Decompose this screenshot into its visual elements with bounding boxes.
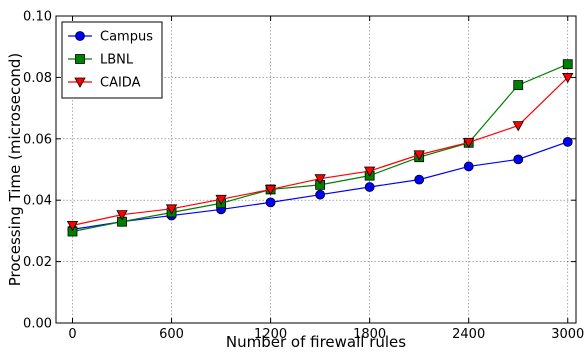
- x-tick-label: 1800: [353, 327, 386, 342]
- data-point: [314, 174, 326, 185]
- legend-label: LBNL: [100, 53, 134, 68]
- data-point: [116, 210, 128, 221]
- series-layer: [66, 59, 574, 237]
- x-tick-label: 3000: [551, 327, 584, 342]
- data-point: [562, 59, 573, 70]
- y-tick-label: 0.10: [23, 10, 52, 25]
- legend-entry-lbnl: LBNL: [68, 53, 134, 68]
- data-point: [66, 220, 79, 232]
- data-point: [165, 204, 178, 215]
- data-point: [562, 136, 573, 147]
- x-tick-label: 1200: [254, 327, 287, 342]
- legend-entry-caida: CAIDA: [68, 76, 141, 91]
- y-tick-label: 0.08: [23, 71, 52, 86]
- y-tick-label: 0.04: [23, 194, 52, 209]
- data-point: [315, 189, 326, 200]
- legend-entry-campus: Campus: [68, 30, 153, 45]
- data-point: [463, 161, 474, 172]
- data-point: [414, 174, 425, 185]
- data-point: [363, 166, 376, 177]
- plot-frame: [55, 15, 577, 324]
- data-point: [413, 150, 425, 161]
- data-point: [463, 138, 475, 149]
- data-point: [562, 73, 574, 84]
- x-axis-title: Number of firewall rules: [226, 333, 406, 351]
- ticks: 0 600 1200 1800 2400 3000 0.00 0.02 0.04 0.06 0.08…: [23, 10, 584, 343]
- legend: Campus LBNL CAIDA: [61, 21, 163, 99]
- x-tick-label: 600: [159, 327, 184, 342]
- data-point: [364, 182, 375, 192]
- y-tick-label: 0.06: [23, 132, 52, 147]
- data-point: [513, 154, 524, 165]
- y-axis-title: Processing Time (microsecond): [6, 53, 24, 287]
- data-point: [512, 121, 524, 132]
- legend-marker: [74, 77, 86, 88]
- legend-label: Campus: [100, 30, 153, 45]
- data-point: [264, 185, 277, 196]
- y-tick-label: 0.00: [23, 317, 52, 332]
- y-tick-label: 0.02: [23, 255, 52, 270]
- series-caida: [66, 73, 574, 232]
- x-tick-label: 0: [68, 327, 76, 342]
- legend-label: CAIDA: [100, 76, 141, 91]
- data-point: [265, 197, 276, 208]
- data-point: [215, 194, 227, 206]
- legend-marker: [75, 31, 85, 41]
- x-tick-label: 2400: [452, 327, 485, 342]
- series-line: [72, 76, 569, 226]
- legend-marker: [75, 54, 85, 64]
- data-point: [513, 80, 524, 90]
